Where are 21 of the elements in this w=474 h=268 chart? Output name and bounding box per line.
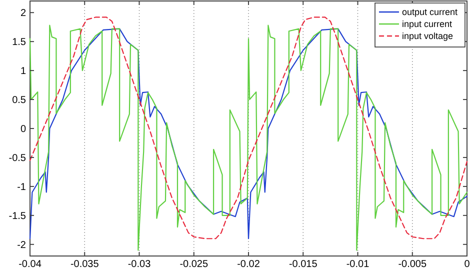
x-tick-label: -0.04 [18,259,42,268]
y-tick-label: -1.5 [8,210,26,222]
legend-label: input current [402,19,453,30]
x-tick-label: -0.03 [128,259,152,268]
y-tick-label: 1 [20,66,26,78]
y-tick-label: -0.5 [8,152,26,164]
x-tick-label: -0.02 [237,259,260,268]
x-tick-label: -0.025 [180,259,208,268]
y-tick-label: -2 [17,240,26,251]
y-tick-label: 0.5 [12,95,26,106]
x-tick-label: -0.035 [70,259,100,268]
y-tick-label: -1 [17,182,26,193]
legend-label: input voltage [402,31,454,42]
y-tick-label: 0 [20,124,26,135]
legend-label: output current [402,7,458,18]
y-tick-label: 2 [20,8,26,20]
x-tick-label: -0.015 [288,259,318,268]
y-tick-label: 1.5 [12,37,26,48]
x-tick-label: -0.01 [346,259,370,268]
x-tick-label: -0.005 [398,259,427,268]
x-tick-label: 0 [464,259,470,268]
